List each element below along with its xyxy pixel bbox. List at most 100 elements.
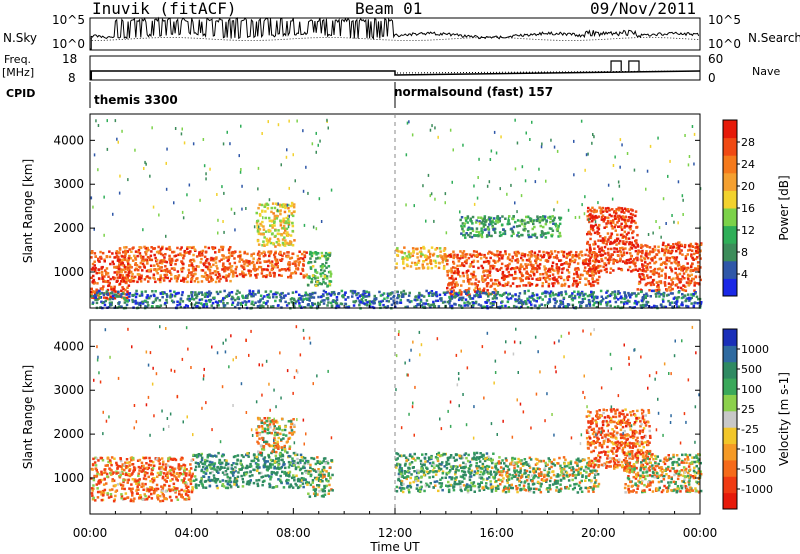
echo-cell	[183, 250, 186, 253]
echo-cell	[315, 253, 318, 256]
echo-cell	[482, 269, 486, 273]
echo-cell	[588, 293, 592, 297]
echo-cell	[509, 284, 512, 288]
echo-cell	[94, 269, 97, 273]
echo-cell	[100, 266, 103, 269]
echo-cell	[613, 214, 617, 218]
echo-cell	[179, 458, 183, 461]
echo-cell	[622, 235, 625, 238]
echo-cell	[464, 298, 468, 301]
echo-cell	[586, 210, 590, 213]
echo-cell	[155, 262, 159, 266]
echo-cell	[470, 255, 473, 258]
echo-cell	[158, 465, 161, 469]
echo-cell	[124, 466, 128, 470]
echo-cell	[299, 257, 302, 260]
echo-cell	[223, 289, 226, 293]
echo-cell	[563, 282, 567, 286]
echo-cell	[197, 301, 200, 305]
echo-cell	[449, 297, 452, 301]
echo-cell	[387, 300, 391, 303]
echo-cell	[182, 276, 185, 280]
echo-cell	[161, 245, 164, 249]
echo-cell	[555, 263, 558, 266]
echo-cell	[187, 298, 191, 301]
echo-cell	[211, 455, 214, 458]
echo-cell	[625, 240, 628, 244]
echo-cell	[168, 254, 171, 258]
echo-cell	[523, 222, 527, 226]
echo-cell	[608, 260, 611, 263]
echo-cell	[245, 300, 248, 304]
echo-cell	[320, 220, 323, 223]
echo-cell	[221, 245, 225, 249]
echo-cell	[453, 292, 457, 295]
echo-cell	[126, 465, 130, 469]
echo-cell	[595, 278, 599, 282]
echo-cell	[621, 218, 624, 221]
echo-cell	[288, 214, 290, 218]
echo-cell	[519, 279, 523, 283]
echo-cell	[204, 274, 207, 277]
echo-cell	[472, 265, 475, 268]
echo-cell	[474, 300, 478, 304]
echo-cell	[616, 298, 620, 301]
echo-cell	[545, 273, 548, 276]
echo-cell	[244, 303, 248, 306]
echo-cell	[644, 295, 648, 298]
echo-cell	[580, 291, 583, 295]
echo-cell	[566, 278, 570, 282]
echo-cell	[609, 220, 613, 223]
echo-cell	[523, 254, 526, 258]
echo-cell	[208, 263, 211, 266]
echo-cell	[590, 253, 594, 257]
echo-cell	[446, 291, 449, 294]
echo-cell	[314, 270, 317, 273]
echo-cell	[406, 121, 409, 125]
echo-cell	[240, 168, 242, 171]
echo-cell	[612, 260, 615, 263]
echo-cell	[613, 305, 617, 309]
echo-cell	[630, 270, 633, 273]
echo-cell	[392, 301, 396, 305]
echo-cell	[588, 304, 592, 307]
echo-cell	[557, 291, 561, 295]
echo-cell	[652, 289, 655, 293]
echo-cell	[158, 213, 160, 217]
echo-cell	[189, 478, 192, 481]
echo-cell	[122, 480, 125, 484]
echo-cell	[143, 245, 146, 249]
echo-cell	[164, 468, 167, 471]
echo-cell	[324, 291, 327, 294]
echo-cell	[106, 272, 110, 275]
echo-cell	[567, 265, 571, 268]
echo-cell	[274, 234, 277, 238]
echo-cell	[551, 215, 554, 218]
echo-cell	[452, 279, 455, 282]
echo-cell	[641, 249, 644, 253]
echo-cell	[616, 260, 619, 264]
echo-cell	[531, 120, 533, 124]
echo-cell	[459, 210, 461, 214]
echo-cell	[550, 267, 554, 270]
echo-cell	[649, 283, 653, 287]
echo-cell	[195, 296, 198, 300]
echo-cell	[214, 257, 218, 261]
echo-cell	[241, 184, 243, 188]
echo-cell	[258, 466, 261, 469]
echo-cell	[452, 255, 456, 258]
echo-cell	[118, 465, 122, 468]
echo-cell	[452, 148, 454, 152]
echo-cell	[104, 464, 107, 467]
echo-cell	[304, 294, 307, 297]
echo-cell	[630, 216, 634, 219]
echo-cell	[110, 292, 113, 295]
echo-cell	[159, 471, 162, 474]
echo-cell	[164, 490, 168, 493]
echo-cell	[479, 234, 483, 237]
echo-cell	[196, 305, 199, 308]
echo-cell	[601, 253, 605, 257]
echo-cell	[473, 288, 476, 292]
echo-cell	[141, 262, 145, 266]
echo-cell	[417, 261, 420, 264]
